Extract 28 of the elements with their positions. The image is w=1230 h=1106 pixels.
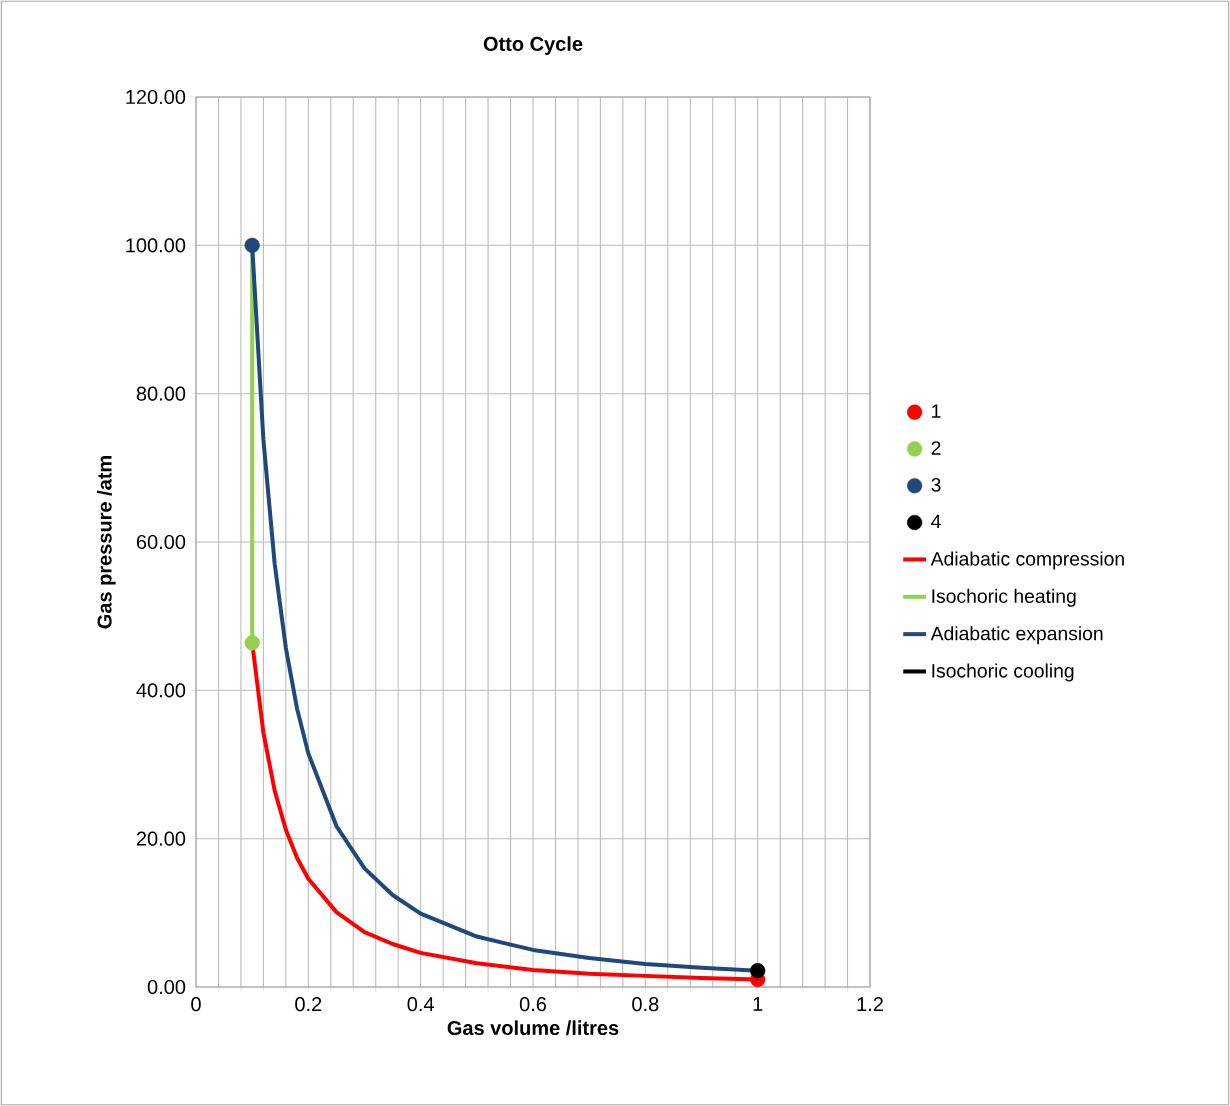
legend-label: Adiabatic compression [930, 551, 1124, 570]
y-tick-label: 80.00 [136, 386, 186, 401]
y-tick-label: 100.00 [126, 238, 186, 253]
x-tick-label: 0 [191, 997, 201, 1012]
point [244, 635, 260, 651]
point [750, 963, 766, 979]
x-axis-title: Gas volume /litres [447, 1020, 619, 1036]
y-tick-label: 40.00 [136, 683, 186, 698]
legend-label: 1 [932, 404, 941, 418]
y-tick-label: 60.00 [136, 534, 186, 550]
legend-label: 3 [931, 477, 941, 492]
x-tick-label: 0.8 [632, 997, 659, 1012]
x-tick-label: 1.2 [857, 997, 883, 1012]
x-tick-label: 1 [753, 997, 763, 1011]
y-tick-label: 0.00 [147, 979, 186, 995]
y-axis-title: Gas pressure /atm [96, 456, 116, 629]
x-tick-label: 0.2 [295, 997, 322, 1012]
point [244, 237, 260, 253]
legend-label: 2 [931, 441, 941, 455]
chart-title: Otto Cycle [483, 36, 583, 55]
legend-label: 4 [931, 514, 941, 529]
y-tick-label: 20.00 [136, 831, 186, 846]
legend-label: Isochoric heating [932, 588, 1076, 607]
x-tick-label: 0.6 [519, 997, 547, 1012]
y-tick-label: 120.00 [126, 89, 186, 105]
legend-label: Isochoric cooling [932, 663, 1074, 682]
legend-label: Adiabatic expansion [930, 626, 1103, 645]
x-tick-label: 0.4 [407, 997, 434, 1012]
